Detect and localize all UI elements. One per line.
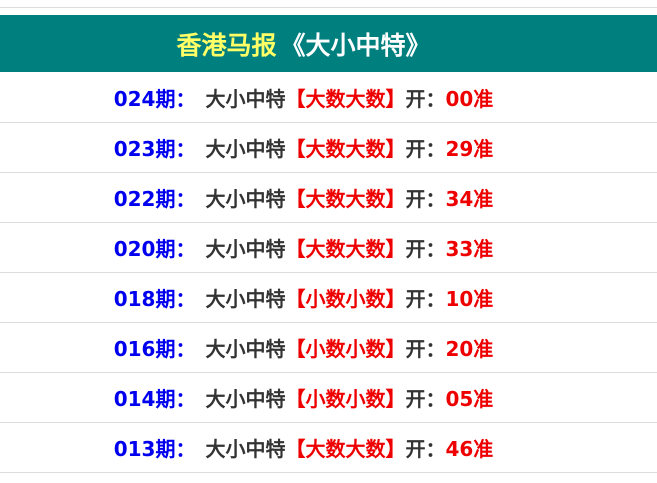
header-title-sub: 《大小中特》: [280, 30, 431, 60]
row-open: 开：: [405, 437, 446, 461]
prediction-row: 014期： 大小中特 【小数小数】 开： 05准: [0, 373, 657, 423]
header-title-main: 香港马报: [176, 30, 277, 60]
row-label: 大小中特: [205, 87, 286, 111]
row-label: 大小中特: [205, 237, 286, 261]
row-result: 05准: [445, 387, 494, 411]
row-period: 020期：: [113, 237, 196, 261]
row-open: 开：: [405, 137, 446, 161]
row-open: 开：: [405, 387, 446, 411]
row-label: 大小中特: [205, 187, 286, 211]
prediction-row: 016期： 大小中特 【小数小数】 开： 20准: [0, 323, 657, 373]
prediction-row: 023期： 大小中特 【大数大数】 开： 29准: [0, 123, 657, 173]
prediction-row: 020期： 大小中特 【大数大数】 开： 33准: [0, 223, 657, 273]
prediction-row: 024期： 大小中特 【大数大数】 开： 00准: [0, 73, 657, 123]
row-pick: 【大数大数】: [285, 187, 406, 211]
row-result: 34准: [445, 187, 494, 211]
row-result: 33准: [445, 237, 494, 261]
row-result: 29准: [445, 137, 494, 161]
prediction-row: 013期： 大小中特 【大数大数】 开： 46准: [0, 423, 657, 473]
row-period: 024期：: [113, 87, 196, 111]
row-pick: 【大数大数】: [285, 437, 406, 461]
prediction-list: 024期： 大小中特 【大数大数】 开： 00准 023期： 大小中特 【大数大数】 开： 29准…: [0, 73, 657, 473]
row-pick: 【小数小数】: [285, 287, 406, 311]
row-result: 00准: [445, 87, 494, 111]
row-open: 开：: [405, 237, 446, 261]
row-label: 大小中特: [205, 337, 286, 361]
row-period: 023期：: [113, 137, 196, 161]
row-pick: 【大数大数】: [285, 137, 406, 161]
row-pick: 【小数小数】: [285, 337, 406, 361]
row-period: 016期：: [113, 337, 196, 361]
row-result: 10准: [445, 287, 494, 311]
row-open: 开：: [405, 187, 446, 211]
row-label: 大小中特: [205, 387, 286, 411]
row-label: 大小中特: [205, 287, 286, 311]
row-pick: 【大数大数】: [285, 237, 406, 261]
row-label: 大小中特: [205, 437, 286, 461]
row-period: 018期：: [113, 287, 196, 311]
row-period: 022期：: [113, 187, 196, 211]
row-pick: 【小数小数】: [285, 387, 406, 411]
row-period: 014期：: [113, 387, 196, 411]
prediction-row: 018期： 大小中特 【小数小数】 开： 10准: [0, 273, 657, 323]
section-header: 香港马报 《大小中特》: [0, 15, 657, 72]
top-divider: [0, 7, 657, 8]
row-period: 013期：: [113, 437, 196, 461]
prediction-row: 022期： 大小中特 【大数大数】 开： 34准: [0, 173, 657, 223]
row-open: 开：: [405, 87, 446, 111]
row-open: 开：: [405, 287, 446, 311]
row-result: 20准: [445, 337, 494, 361]
row-pick: 【大数大数】: [285, 87, 406, 111]
row-label: 大小中特: [205, 137, 286, 161]
row-result: 46准: [445, 437, 494, 461]
row-open: 开：: [405, 337, 446, 361]
